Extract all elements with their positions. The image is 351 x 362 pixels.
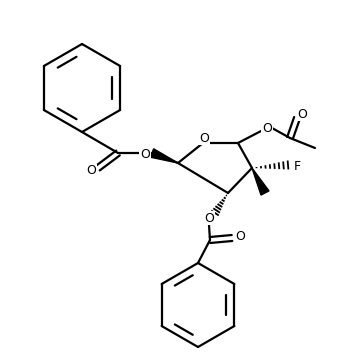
- Text: O: O: [204, 211, 214, 224]
- Text: O: O: [199, 131, 209, 144]
- Text: O: O: [235, 230, 245, 243]
- Text: F: F: [293, 160, 300, 173]
- Text: O: O: [297, 108, 307, 121]
- Text: O: O: [86, 164, 96, 177]
- Text: O: O: [140, 147, 150, 160]
- Text: O: O: [262, 122, 272, 135]
- Polygon shape: [252, 168, 269, 195]
- Polygon shape: [150, 149, 178, 163]
